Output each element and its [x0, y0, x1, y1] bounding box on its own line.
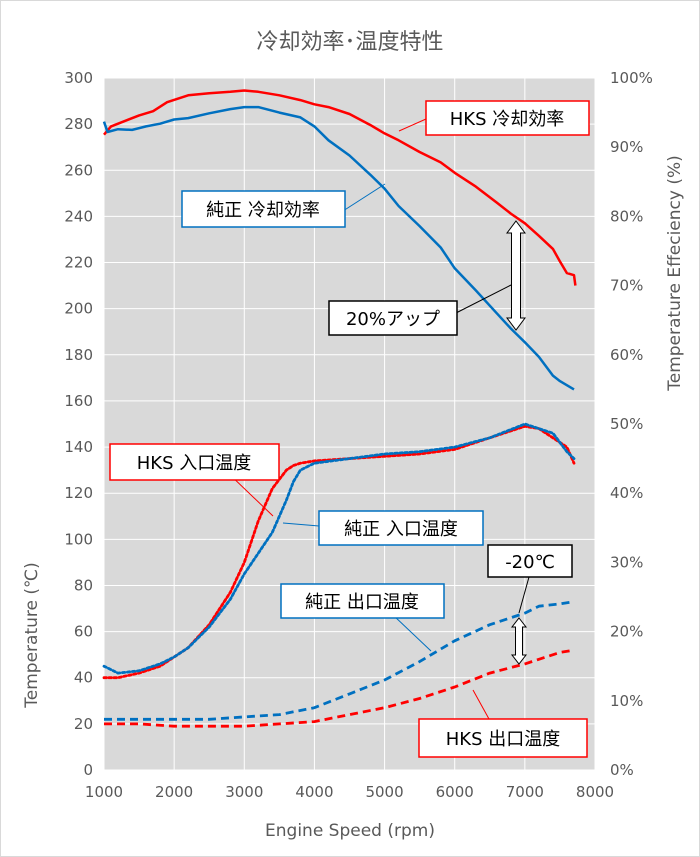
right-tick-label: 20% — [610, 623, 643, 641]
left-tick-label: 180 — [64, 346, 93, 364]
left-tick-label: 140 — [64, 438, 93, 456]
right-tick-label: 30% — [610, 553, 643, 571]
x-tick-label: 8000 — [576, 783, 614, 801]
label-efficiency-gain: 20%アップ — [328, 300, 458, 336]
right-tick-label: 40% — [610, 484, 643, 502]
label-hks-efficiency: HKS 冷却効率 — [425, 100, 590, 136]
right-tick-labels: 0% 10% 20% 30% 40% 50% 60% 70% 80% 90% 100% — [610, 69, 653, 779]
right-tick-label: 10% — [610, 692, 643, 710]
left-tick-label: 280 — [64, 115, 93, 133]
label-stock-outlet-text: 純正 出口温度 — [305, 592, 419, 613]
label-stock-efficiency-text: 純正 冷却効率 — [206, 200, 320, 221]
leader-temp-drop — [518, 576, 530, 614]
right-tick-label: 70% — [610, 277, 643, 295]
efficiency-gap-arrow — [506, 220, 526, 331]
x-tick-label: 2000 — [155, 783, 193, 801]
x-tick-label: 3000 — [225, 783, 263, 801]
left-tick-label: 160 — [64, 392, 93, 410]
left-tick-label: 80 — [74, 576, 93, 594]
label-hks-outlet: HKS 出口温度 — [418, 718, 588, 758]
series-line-3 — [102, 422, 576, 675]
leader-lines — [225, 118, 530, 720]
label-hks-efficiency-text: HKS 冷却効率 — [450, 109, 565, 130]
x-tick-label: 1000 — [85, 783, 123, 801]
leader-hks-outlet — [472, 689, 490, 720]
left-tick-label: 240 — [64, 207, 93, 225]
label-hks-inlet-text: HKS 入口温度 — [137, 453, 252, 474]
label-stock-efficiency: 純正 冷却効率 — [181, 190, 346, 228]
label-hks-outlet-text: HKS 出口温度 — [446, 729, 561, 750]
label-stock-inlet: 純正 入口温度 — [318, 510, 484, 546]
left-tick-label: 260 — [64, 161, 93, 179]
left-tick-label: 300 — [64, 69, 93, 87]
temp-gap-arrow — [510, 617, 528, 665]
right-tick-label: 60% — [610, 346, 643, 364]
left-tick-label: 0 — [83, 761, 93, 779]
leader-stock-efficiency — [342, 183, 386, 212]
series-line-4 — [104, 600, 575, 721]
left-tick-label: 120 — [64, 484, 93, 502]
left-axis-title: Temperature (℃) — [22, 562, 42, 708]
left-tick-label: 220 — [64, 254, 93, 272]
x-axis-title: Engine Speed (rpm) — [265, 821, 435, 841]
left-tick-labels: 0 20 40 60 80 100 120 140 160 180 200 220 240 260 280 3… — [64, 69, 93, 779]
left-tick-label: 100 — [64, 530, 93, 548]
leader-efficiency-gain — [455, 284, 512, 314]
right-tick-label: 100% — [610, 69, 653, 87]
left-tick-label: 20 — [74, 715, 93, 733]
x-tick-label: 6000 — [436, 783, 474, 801]
right-tick-label: 50% — [610, 415, 643, 433]
series-line-1 — [102, 105, 575, 391]
left-tick-label: 60 — [74, 623, 93, 641]
x-tick-label: 7000 — [506, 783, 544, 801]
chart-title: 冷却効率･温度特性 — [256, 30, 443, 55]
leader-hks-efficiency — [398, 118, 427, 132]
x-tick-label: 5000 — [365, 783, 403, 801]
series-lines — [102, 89, 577, 728]
left-tick-label: 40 — [74, 669, 93, 687]
label-temp-drop-text: -20℃ — [505, 552, 555, 573]
series-line-5 — [104, 648, 575, 728]
label-efficiency-gain-text: 20%アップ — [346, 309, 440, 330]
right-tick-label: 0% — [610, 761, 634, 779]
label-hks-inlet: HKS 入口温度 — [109, 443, 280, 481]
x-tick-label: 4000 — [295, 783, 333, 801]
label-temp-drop: -20℃ — [487, 544, 573, 578]
right-axis-title: Temperature Effeciency (%) — [665, 155, 685, 392]
left-tick-label: 200 — [64, 300, 93, 318]
right-tick-label: 90% — [610, 138, 643, 156]
label-stock-outlet: 純正 出口温度 — [280, 583, 445, 619]
x-tick-labels: 1000 2000 3000 4000 5000 6000 7000 8000 — [85, 783, 614, 801]
series-line-0 — [103, 89, 577, 286]
leader-stock-outlet — [392, 614, 432, 652]
right-tick-label: 80% — [610, 207, 643, 225]
leader-stock-inlet — [282, 522, 320, 527]
label-stock-inlet-text: 純正 入口温度 — [344, 519, 458, 540]
